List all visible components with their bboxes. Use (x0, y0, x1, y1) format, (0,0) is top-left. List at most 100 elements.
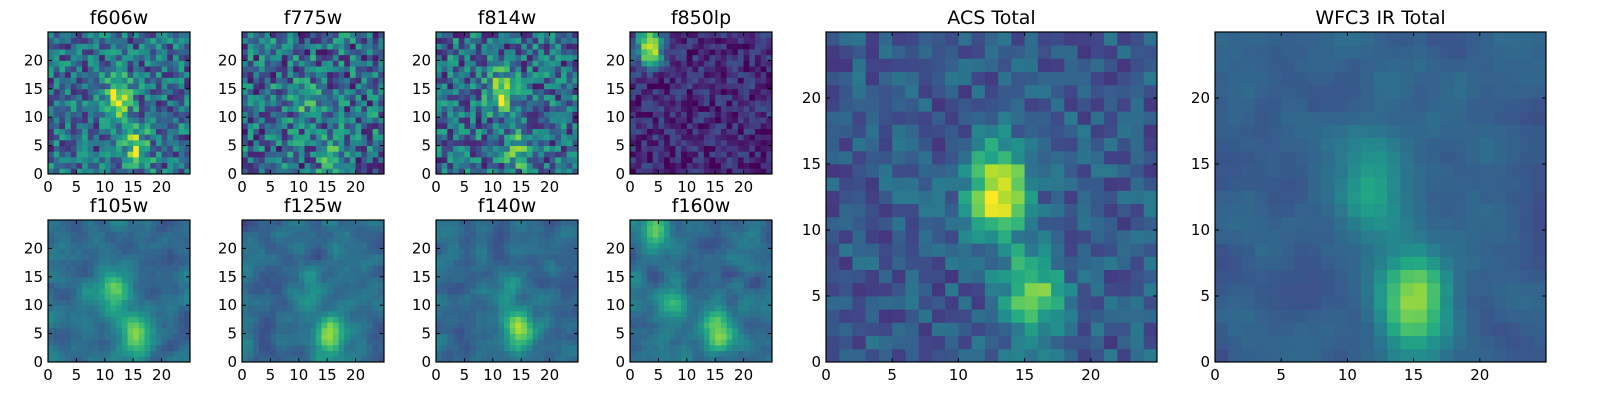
heatmap-cell (749, 310, 756, 317)
heatmap-cell (538, 66, 545, 73)
heatmap-cell (458, 288, 465, 295)
heatmap-cell (692, 60, 699, 67)
heatmap-cell (698, 88, 705, 95)
heatmap-cell (692, 310, 699, 317)
heatmap-cell (441, 220, 448, 227)
heatmap-cell (720, 83, 727, 90)
heatmap-cell (441, 322, 448, 329)
heatmap-cell (532, 162, 539, 169)
heatmap-cell (515, 134, 522, 141)
heatmap-cell (138, 71, 145, 78)
heatmap-cell (453, 333, 460, 340)
heatmap-cell (572, 282, 579, 289)
heatmap-cell (167, 299, 174, 306)
y-tick-label: 15 (218, 80, 237, 98)
heatmap-cell (681, 117, 688, 124)
heatmap-cell (515, 139, 522, 146)
heatmap-cell (726, 88, 733, 95)
heatmap-cell (686, 316, 693, 323)
heatmap-cell (509, 88, 516, 95)
heatmap-cell (372, 43, 379, 50)
heatmap-cell (338, 254, 345, 261)
heatmap-cell (344, 145, 351, 152)
heatmap-cell (566, 231, 573, 238)
heatmap-cell (766, 71, 773, 78)
heatmap-cell (481, 282, 488, 289)
heatmap-cell (458, 37, 465, 44)
heatmap-cell (509, 293, 516, 300)
heatmap-cell (184, 122, 191, 129)
heatmap-cell (338, 282, 345, 289)
heatmap-cell (178, 162, 185, 169)
heatmap-cell (65, 293, 72, 300)
heatmap-cell (737, 276, 744, 283)
heatmap-cell (515, 156, 522, 164)
heatmap-cell (492, 94, 499, 101)
heatmap-cell (104, 350, 111, 357)
heatmap-cell (720, 356, 727, 363)
heatmap-cell (464, 310, 471, 317)
heatmap-cell (475, 156, 482, 164)
heatmap-cell (754, 49, 762, 56)
panel-title: f850lp (671, 7, 731, 29)
heatmap-cell (270, 293, 277, 300)
heatmap-cell (48, 265, 55, 272)
heatmap-cell (82, 356, 89, 363)
heatmap-cell (121, 100, 128, 107)
heatmap-cell (87, 162, 94, 169)
heatmap-cell (464, 344, 471, 352)
heatmap-cell (652, 310, 659, 317)
heatmap-cell (321, 49, 328, 56)
heatmap-cell (521, 54, 528, 61)
heatmap-cell (509, 276, 516, 283)
heatmap-cell (715, 327, 722, 334)
heatmap-cell (749, 162, 756, 169)
heatmap-cell (304, 77, 311, 84)
heatmap-cell (150, 293, 157, 300)
heatmap-cell (167, 139, 174, 146)
heatmap-cell (647, 333, 654, 340)
heatmap-cell (487, 168, 494, 175)
heatmap-cell (681, 316, 688, 323)
heatmap-cell (167, 293, 174, 300)
heatmap-cell (242, 94, 249, 101)
heatmap-cell (532, 111, 539, 118)
heatmap-cell (538, 128, 545, 135)
heatmap-cell (675, 322, 682, 329)
heatmap-cell (766, 327, 773, 334)
heatmap-cell (698, 145, 705, 152)
heatmap-cell (652, 117, 659, 124)
heatmap-cell (82, 225, 89, 232)
heatmap-cell (259, 288, 266, 295)
heatmap-cell (293, 299, 300, 306)
heatmap-cell (287, 310, 294, 317)
heatmap-cell (184, 83, 191, 90)
heatmap-cell (475, 122, 482, 129)
heatmap-cell (686, 350, 693, 357)
heatmap-cell (133, 128, 140, 135)
heatmap-cell (453, 265, 460, 272)
heatmap-cell (270, 356, 277, 363)
heatmap-cell (167, 128, 174, 135)
heatmap-cell (304, 282, 311, 289)
heatmap-cell (270, 316, 277, 323)
heatmap-cell (543, 231, 550, 238)
heatmap-cell (732, 139, 739, 146)
heatmap-cell (144, 49, 151, 56)
heatmap-cell (247, 333, 254, 340)
heatmap-cell (349, 43, 356, 50)
heatmap-cell (93, 282, 100, 289)
heatmap-cell (715, 333, 722, 340)
heatmap-cell (287, 327, 294, 334)
heatmap-cell (538, 310, 545, 317)
heatmap-cell (647, 322, 654, 329)
heatmap-cell (572, 168, 579, 175)
heatmap-cell (447, 100, 454, 107)
heatmap-cell (247, 43, 254, 50)
heatmap-cell (242, 254, 249, 261)
heatmap-cell (658, 151, 665, 158)
heatmap-cell (538, 94, 545, 101)
heatmap-cell (378, 145, 385, 152)
heatmap-cell (498, 293, 505, 300)
heatmap-cell (59, 94, 66, 101)
